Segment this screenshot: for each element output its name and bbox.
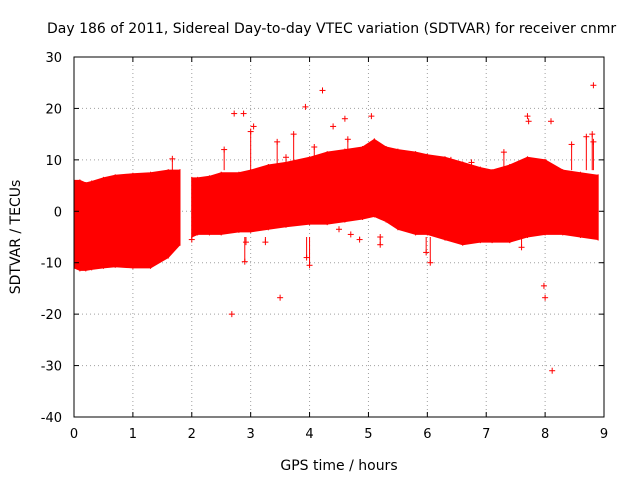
outlier-point <box>242 237 249 246</box>
outlier-point <box>302 103 309 110</box>
data-band-segment <box>191 138 599 246</box>
x-tick-label: 0 <box>70 427 78 442</box>
outlier-point <box>453 164 460 171</box>
outlier-point <box>250 123 257 130</box>
x-tick-label: 8 <box>541 427 549 442</box>
outlier-point <box>540 282 547 289</box>
outlier-point <box>277 294 284 301</box>
outlier-point <box>247 128 254 171</box>
outlier-point <box>169 155 176 171</box>
x-tick-label: 7 <box>482 427 490 442</box>
outlier-point <box>311 144 318 171</box>
outlier-point <box>589 131 596 171</box>
y-tick-label: -30 <box>41 360 62 375</box>
y-tick-label: -10 <box>41 257 62 272</box>
y-tick-label: -40 <box>41 411 62 426</box>
data-band <box>73 138 599 272</box>
x-tick-label: 2 <box>188 427 196 442</box>
y-axis-label: SDTVAR / TECUs <box>8 180 24 295</box>
outlier-point <box>341 115 348 122</box>
outlier-point <box>368 113 375 120</box>
outlier-point <box>347 231 354 238</box>
outlier-point <box>447 156 454 171</box>
outlier-point <box>525 118 532 125</box>
x-tick-label: 9 <box>600 427 608 442</box>
outlier-point <box>221 146 228 171</box>
outlier-point <box>274 138 281 171</box>
outlier-point <box>377 237 384 248</box>
outlier-point <box>262 237 269 246</box>
outlier-markers <box>169 82 597 374</box>
x-axis-ticks: 0 1 2 3 4 5 6 7 8 9 <box>70 57 608 442</box>
outlier-point <box>549 367 556 374</box>
outlier-point <box>344 136 351 171</box>
outlier-point <box>427 237 434 266</box>
outlier-point <box>590 138 597 171</box>
outlier-point <box>303 237 310 261</box>
x-tick-label: 1 <box>129 427 137 442</box>
outlier-point <box>290 131 297 171</box>
outlier-point <box>188 236 195 243</box>
outlier-point <box>356 236 363 243</box>
outlier-point <box>423 237 430 256</box>
y-tick-label: 10 <box>45 154 62 169</box>
y-axis-ticks: -40 -30 -20 -10 0 10 20 30 <box>41 51 604 426</box>
chart-title: Day 186 of 2011, Sidereal Day-to-day VTE… <box>47 21 616 37</box>
x-tick-label: 6 <box>423 427 431 442</box>
y-tick-label: 30 <box>45 51 62 66</box>
outlier-point <box>330 123 337 130</box>
x-axis-label: GPS time / hours <box>280 458 397 474</box>
outlier-point <box>524 113 531 120</box>
outlier-point <box>336 226 342 233</box>
data-band-segment <box>73 169 181 271</box>
plot-frame <box>73 56 605 418</box>
outlier-point <box>283 154 289 171</box>
outlier-point <box>518 237 525 251</box>
outlier-point <box>228 311 235 318</box>
outlier-point <box>306 237 313 269</box>
outlier-point <box>542 294 549 301</box>
outlier-point <box>568 141 575 171</box>
outlier-point <box>241 237 248 265</box>
y-tick-label: 0 <box>54 205 62 220</box>
outlier-point <box>500 149 507 171</box>
outlier-point <box>240 110 247 117</box>
outlier-point <box>319 87 326 94</box>
x-tick-label: 5 <box>364 427 372 442</box>
outlier-point <box>231 110 238 117</box>
y-tick-label: 20 <box>45 102 62 117</box>
x-tick-label: 3 <box>247 427 255 442</box>
outlier-point <box>548 118 554 125</box>
outlier-point <box>468 159 475 171</box>
y-tick-label: -20 <box>41 308 62 323</box>
outlier-point <box>583 133 590 171</box>
x-tick-label: 4 <box>305 427 313 442</box>
outlier-point <box>590 82 597 89</box>
